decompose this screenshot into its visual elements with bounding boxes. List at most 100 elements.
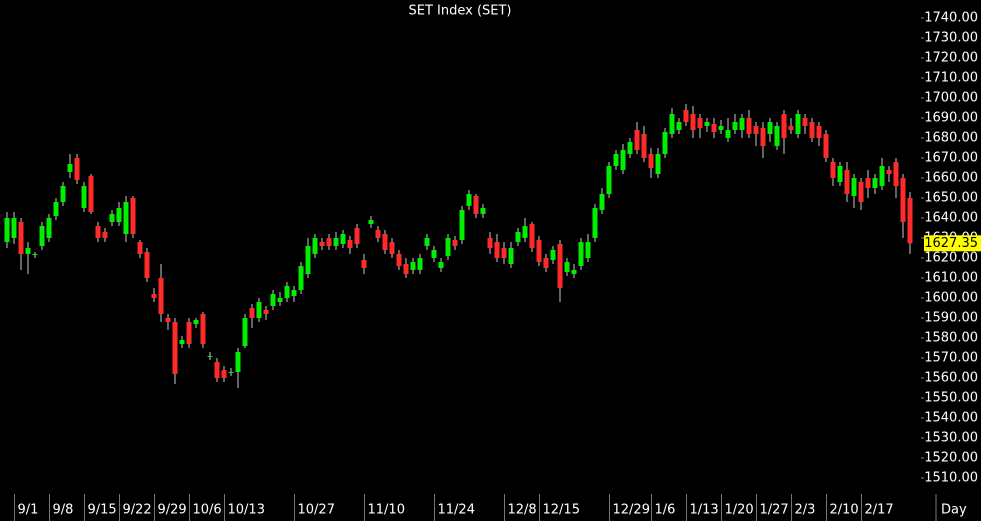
candle-body bbox=[186, 322, 192, 344]
candle-body bbox=[214, 362, 220, 378]
candle-body bbox=[823, 134, 829, 158]
candle-body bbox=[760, 128, 766, 146]
x-tick-label: 9/29 bbox=[158, 503, 187, 518]
candle-body bbox=[326, 238, 332, 246]
candle-body bbox=[620, 150, 626, 170]
candle-body bbox=[270, 294, 276, 306]
candle-body bbox=[879, 166, 885, 186]
candle-body bbox=[319, 242, 325, 246]
y-tick-label: 1700.00 bbox=[924, 91, 978, 106]
candle-body bbox=[53, 202, 59, 216]
candle-body bbox=[746, 118, 752, 134]
x-tick-label: 10/6 bbox=[193, 503, 222, 518]
candle-body bbox=[865, 178, 871, 188]
x-tick-label: 1/27 bbox=[760, 503, 789, 518]
candle-body bbox=[816, 126, 822, 138]
candle-body bbox=[529, 224, 535, 248]
x-tick-label: 9/8 bbox=[53, 503, 74, 518]
candle-body bbox=[235, 352, 241, 372]
candle-body bbox=[144, 252, 150, 278]
candle-body bbox=[494, 242, 500, 258]
candle-body bbox=[550, 250, 556, 260]
candle-body bbox=[627, 142, 633, 154]
x-axis-label: Day bbox=[941, 503, 967, 518]
candle-body bbox=[872, 178, 878, 188]
candle-body bbox=[18, 222, 24, 254]
x-tick-label: 2/3 bbox=[795, 503, 816, 518]
x-tick-label: 1/20 bbox=[725, 503, 754, 518]
candle-body bbox=[641, 134, 647, 158]
candle-body bbox=[753, 126, 759, 134]
candle-body bbox=[354, 228, 360, 244]
candle-body bbox=[466, 194, 472, 206]
candle-body bbox=[732, 122, 738, 130]
y-tick-label: 1610.00 bbox=[924, 271, 978, 286]
y-tick-label: 1670.00 bbox=[924, 151, 978, 166]
candle-body bbox=[158, 278, 164, 314]
y-tick-label: 1740.00 bbox=[924, 11, 978, 26]
candle-body bbox=[564, 262, 570, 272]
y-tick-label: 1640.00 bbox=[924, 211, 978, 226]
candle-body bbox=[4, 218, 10, 242]
x-tick-label: 12/15 bbox=[543, 503, 580, 518]
candle-body bbox=[312, 238, 318, 254]
x-tick-label: 9/22 bbox=[123, 503, 152, 518]
candle-body bbox=[543, 258, 549, 268]
candle-body bbox=[32, 254, 38, 255]
candle-body bbox=[67, 164, 73, 172]
candle-body bbox=[655, 154, 661, 174]
y-tick-label: 1570.00 bbox=[924, 351, 978, 366]
x-tick-label: 2/10 bbox=[830, 503, 859, 518]
y-tick-label: 1600.00 bbox=[924, 291, 978, 306]
candle-body bbox=[11, 218, 17, 238]
candle-body bbox=[116, 208, 122, 222]
candle-body bbox=[193, 320, 199, 324]
candle-body bbox=[39, 226, 45, 246]
candle-body bbox=[900, 178, 906, 222]
candle-body bbox=[263, 310, 269, 314]
candle-body bbox=[200, 314, 206, 344]
candle-body bbox=[242, 318, 248, 346]
candle-body bbox=[718, 126, 724, 130]
candle-body bbox=[431, 250, 437, 258]
y-tick-label: 1530.00 bbox=[924, 431, 978, 446]
candle-body bbox=[256, 302, 262, 318]
candle-body bbox=[410, 262, 416, 270]
candle-body bbox=[333, 238, 339, 246]
y-tick-label: 1520.00 bbox=[924, 451, 978, 466]
y-tick-label: 1720.00 bbox=[924, 51, 978, 66]
x-tick-label: 2/17 bbox=[865, 503, 894, 518]
y-tick-label: 1730.00 bbox=[924, 31, 978, 46]
candle-body bbox=[284, 286, 290, 298]
candle-body bbox=[109, 214, 115, 222]
candle-body bbox=[487, 238, 493, 248]
candle-body bbox=[60, 186, 66, 202]
candle-body bbox=[396, 254, 402, 266]
y-tick-label: 1690.00 bbox=[924, 111, 978, 126]
candle-body bbox=[907, 198, 913, 244]
candle-body bbox=[767, 122, 773, 134]
candle-body bbox=[662, 132, 668, 154]
candle-body bbox=[480, 208, 486, 214]
candle-body bbox=[249, 308, 255, 318]
candle-body bbox=[683, 110, 689, 122]
candle-body bbox=[130, 198, 136, 234]
candle-body bbox=[585, 242, 591, 258]
candle-body bbox=[305, 246, 311, 274]
x-tick-label: 10/13 bbox=[228, 503, 265, 518]
candle-body bbox=[634, 130, 640, 150]
chart-title: SET Index (SET) bbox=[408, 4, 511, 19]
candle-body bbox=[501, 248, 507, 258]
x-tick-label: 1/13 bbox=[690, 503, 719, 518]
candle-body bbox=[802, 118, 808, 126]
candle-body bbox=[837, 166, 843, 182]
candle-body bbox=[151, 294, 157, 298]
candle-body bbox=[95, 226, 101, 238]
candle-body bbox=[557, 244, 563, 288]
candle-body bbox=[690, 114, 696, 130]
candle-body bbox=[452, 240, 458, 246]
candle-body bbox=[46, 218, 52, 238]
candle-body bbox=[508, 248, 514, 264]
y-tick-label: 1660.00 bbox=[924, 171, 978, 186]
